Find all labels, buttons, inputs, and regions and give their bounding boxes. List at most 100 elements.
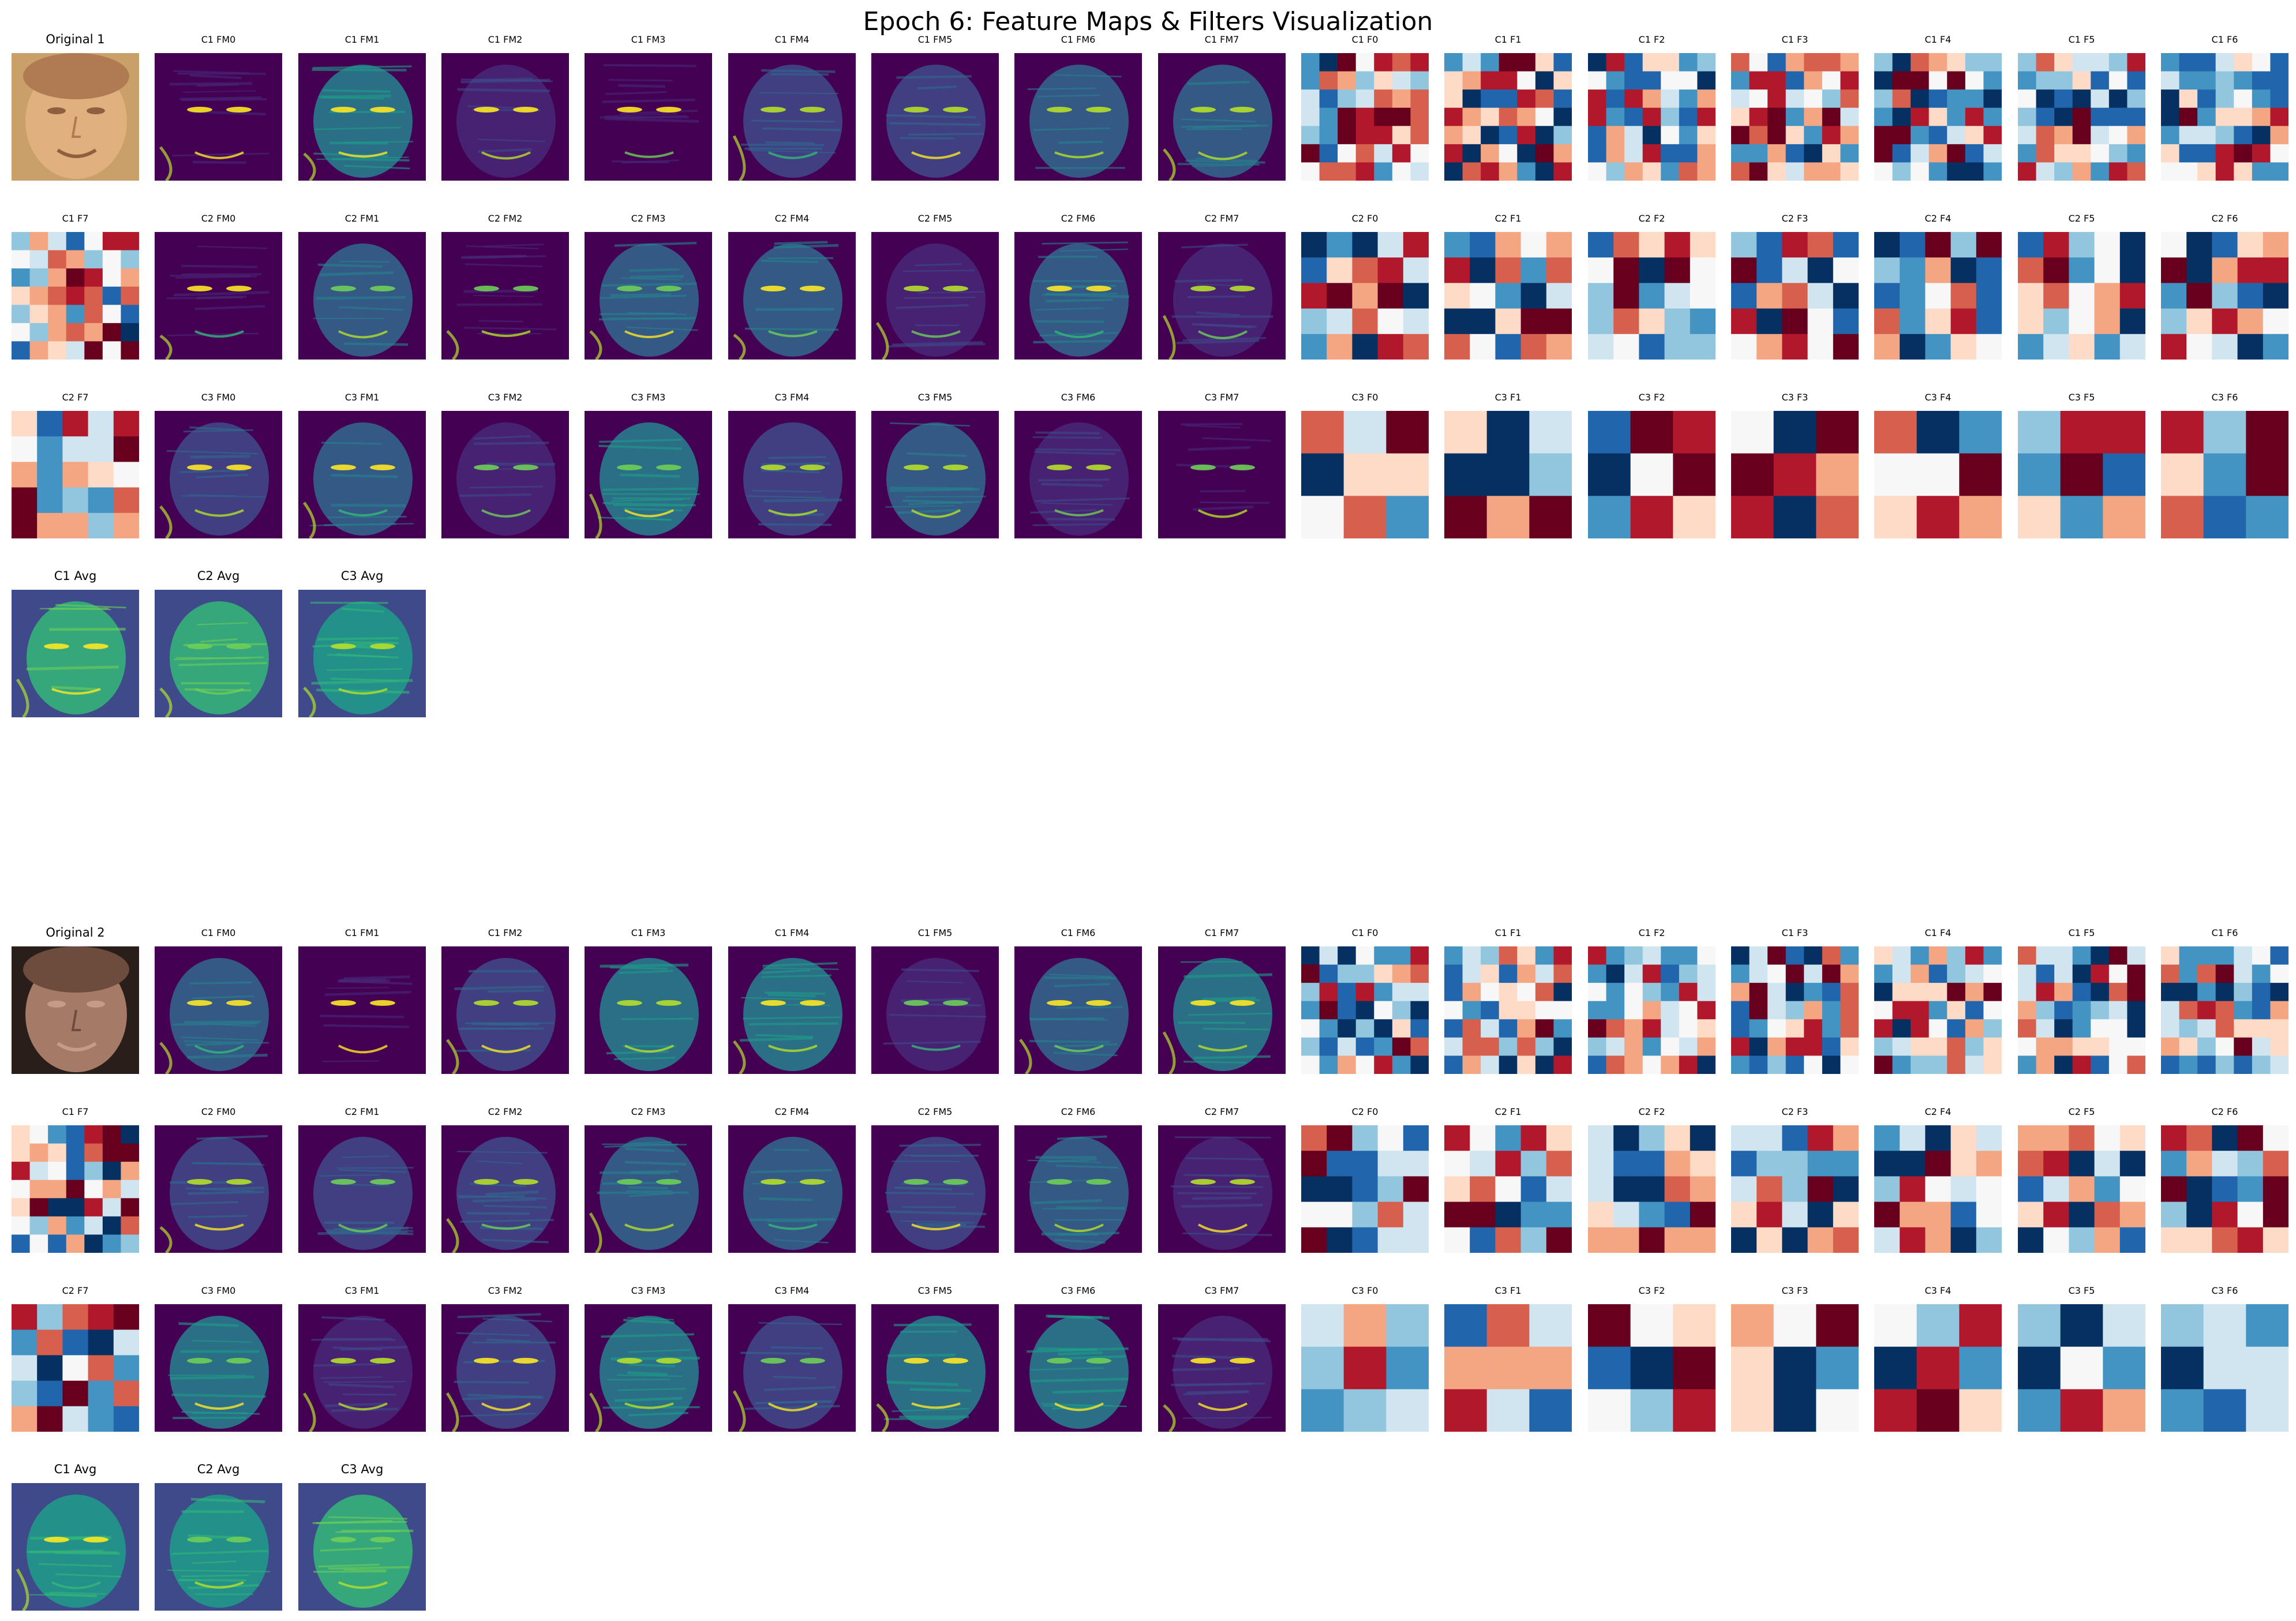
filter-cell [37, 1355, 63, 1382]
mouth-edge [911, 1045, 961, 1051]
feature-map-image [728, 53, 856, 181]
texture-line [327, 654, 399, 658]
filter-cell [1664, 1176, 1691, 1203]
filter-cell [1630, 496, 1673, 538]
filter-cell [1892, 1019, 1911, 1038]
texture-line [886, 1210, 987, 1215]
filter-heatmap [1301, 232, 1429, 360]
filter-cell [1664, 1125, 1691, 1151]
filter-cell [1749, 1001, 1768, 1020]
panel-c1-f4: C1 F4 [1874, 927, 2002, 1074]
panel-c1-f2: C1 F2 [1588, 927, 1716, 1074]
filter-cell [2018, 89, 2037, 108]
tile-graphic [1014, 946, 1142, 1074]
filter-cell [1679, 162, 1698, 181]
tile-graphic [1874, 232, 2002, 360]
texture-line [1035, 320, 1104, 323]
tile-graphic [1014, 1125, 1142, 1253]
filter-cell [1553, 162, 1572, 181]
filter-cell [1392, 107, 1411, 126]
panel-title: C1 F1 [1495, 927, 1522, 938]
texture-line [473, 441, 549, 446]
tile-graphic [155, 946, 282, 1074]
filter-heatmap [1301, 411, 1429, 538]
texture-line [189, 981, 252, 984]
filter-cell [66, 268, 85, 287]
filter-cell [1606, 946, 1625, 965]
filter-cell [1535, 1055, 1555, 1074]
texture-line [1046, 1315, 1110, 1320]
texture-line [312, 65, 412, 69]
texture-line [763, 967, 839, 970]
filter-cell [1392, 1019, 1411, 1038]
filter-cell [2108, 983, 2128, 1002]
filter-cell [2127, 53, 2145, 72]
filter-cell [1529, 1304, 1572, 1347]
texture-line [610, 293, 671, 297]
filter-cell [1804, 1019, 1823, 1038]
filter-cell [2252, 126, 2271, 145]
filter-cell [121, 286, 139, 305]
brow-right [513, 1000, 538, 1006]
filter-cell [1529, 453, 1572, 496]
filter-cell [1481, 1019, 1500, 1038]
filter-cell [1338, 1037, 1357, 1057]
feature-map-image [298, 411, 426, 538]
panel-c2-fm7: C2 FM7 [1158, 213, 1286, 360]
filter-cell [1928, 1001, 1947, 1020]
filter-cell [1481, 983, 1500, 1002]
filter-cell [1804, 107, 1823, 126]
filter-cell [1874, 162, 1893, 181]
texture-line [319, 1014, 404, 1019]
mouth-edge [1198, 509, 1248, 518]
filter-cell [2127, 1001, 2145, 1020]
filter-cell [1785, 964, 1804, 983]
texture-line [1185, 1157, 1264, 1160]
panel-title: C2 F2 [1638, 1106, 1665, 1117]
filter-cell [2043, 1227, 2069, 1253]
filter-cell [1816, 1304, 1859, 1347]
panel-c3-f3: C3 F3 [1731, 392, 1859, 538]
filter-cell [1965, 1001, 1984, 1020]
filter-cell [2054, 946, 2073, 965]
filter-cell [2103, 411, 2145, 454]
filter-cell [1840, 946, 1859, 965]
filter-cell [1731, 1227, 1757, 1253]
edge-accent [159, 1226, 173, 1253]
filter-cell [1553, 983, 1572, 1002]
filter-cell [2270, 126, 2288, 145]
panel-title: C3 FM3 [631, 1285, 666, 1296]
filter-cell [1965, 126, 1984, 145]
texture-line [1047, 1158, 1098, 1163]
panel-c2-fm7: C2 FM7 [1158, 1106, 1286, 1253]
filter-cell [2270, 946, 2288, 965]
filter-cell [2234, 1055, 2253, 1074]
filter-cell [2036, 107, 2055, 126]
tile-graphic [1444, 1125, 1572, 1253]
panel-title: C3 F6 [2211, 1285, 2238, 1296]
filter-cell [1804, 983, 1823, 1002]
panel-title: C3 FM7 [1204, 392, 1239, 403]
filter-cell [84, 341, 103, 360]
texture-line [889, 422, 971, 427]
filter-cell [2018, 308, 2044, 335]
panel-c3-f4: C3 F4 [1874, 1285, 2002, 1432]
filter-cell [1928, 53, 1947, 72]
filter-cell [1673, 1346, 1716, 1390]
tile-graphic [1444, 1304, 1572, 1432]
texture-line [1041, 482, 1103, 487]
panel-c3-f3: C3 F3 [1731, 1285, 1859, 1432]
brow-right [656, 1000, 681, 1006]
texture-line [343, 164, 410, 170]
filter-cell [12, 1125, 31, 1144]
texture-line [191, 1162, 261, 1165]
filter-cell [1352, 257, 1379, 283]
tile-graphic [871, 53, 999, 181]
filter-cell [1947, 1019, 1966, 1038]
texture-line [26, 665, 119, 671]
filter-cell [1355, 1055, 1374, 1074]
filter-cell [48, 305, 67, 324]
filter-cell [1606, 1037, 1625, 1057]
filter-cell [2270, 162, 2288, 181]
brow-right [656, 286, 681, 291]
